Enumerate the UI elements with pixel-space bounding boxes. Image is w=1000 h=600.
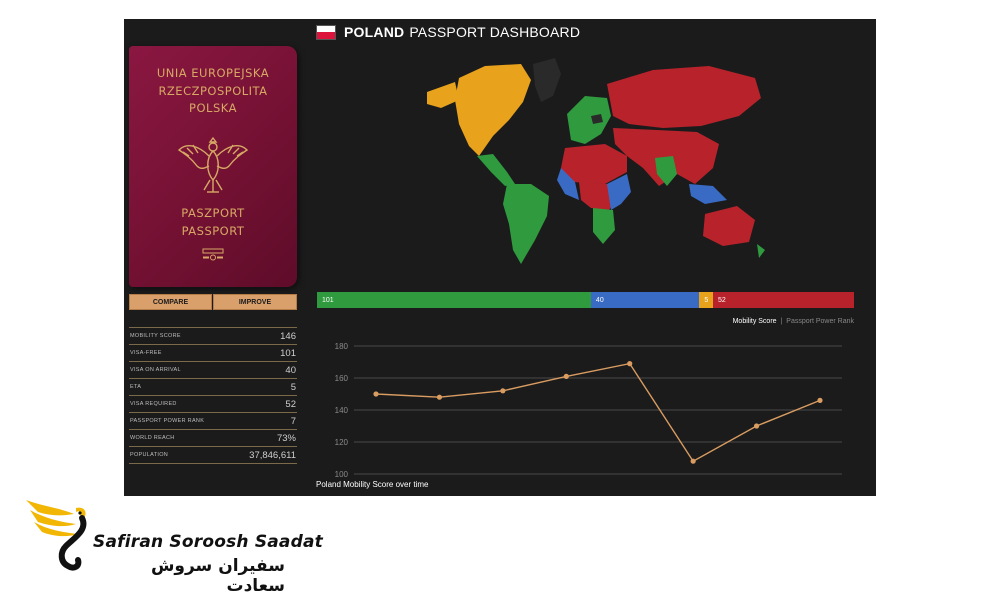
map-region-greenland[interactable] bbox=[533, 58, 561, 102]
stat-label: POPULATION bbox=[130, 452, 169, 458]
data-point bbox=[753, 423, 760, 429]
stat-label: PASSPORT POWER RANK bbox=[130, 418, 205, 424]
data-point bbox=[436, 394, 443, 400]
map-region-south-america[interactable] bbox=[503, 184, 549, 264]
map-region-southern-africa[interactable] bbox=[593, 208, 615, 244]
eagle-emblem-icon bbox=[177, 136, 249, 193]
stat-label: VISA ON ARRIVAL bbox=[130, 367, 181, 373]
data-point bbox=[690, 458, 696, 464]
stat-label: VISA REQUIRED bbox=[130, 401, 177, 407]
biometric-chip-icon bbox=[202, 248, 224, 261]
map-region-poland-home[interactable] bbox=[591, 114, 603, 124]
map-region-russia[interactable] bbox=[607, 66, 761, 128]
breakdown-segment[interactable]: 52 bbox=[712, 292, 854, 308]
y-tick-label: 120 bbox=[335, 438, 349, 447]
stat-row-visa-free: VISA-FREE 101 bbox=[129, 345, 297, 362]
map-region-east-africa[interactable] bbox=[607, 174, 631, 210]
map-region-australia[interactable] bbox=[703, 206, 755, 246]
passport-dashboard: POLAND PASSPORT DASHBOARD UNIA EUROPEJSK… bbox=[124, 19, 876, 496]
legend-mobility-score[interactable]: Mobility Score bbox=[732, 318, 777, 325]
map-region-central-america[interactable] bbox=[477, 154, 515, 186]
brand-name-english: Safiran Soroosh Saadat bbox=[93, 532, 323, 552]
compare-button[interactable]: COMPARE bbox=[129, 294, 212, 310]
chart-caption: Poland Mobility Score over time bbox=[316, 480, 429, 489]
map-region-north-africa[interactable] bbox=[561, 144, 627, 184]
stat-value: 52 bbox=[285, 398, 296, 410]
map-region-southeast-asia[interactable] bbox=[689, 184, 727, 204]
breakdown-segment[interactable]: 40 bbox=[590, 292, 700, 308]
data-point bbox=[500, 388, 506, 394]
stat-label: ETA bbox=[130, 384, 142, 390]
stat-value: 101 bbox=[280, 347, 296, 359]
stat-row-passport-power-rank: PASSPORT POWER RANK 7 bbox=[129, 413, 297, 430]
y-tick-label: 100 bbox=[335, 470, 349, 479]
stat-value: 7 bbox=[290, 415, 296, 427]
stats-table: MOBILITY SCORE 146 VISA-FREE 101 VISA ON A… bbox=[129, 327, 297, 464]
improve-button[interactable]: IMPROVE bbox=[213, 294, 297, 310]
breakdown-segment-label: 101 bbox=[322, 296, 334, 304]
brand-name-persian: سفیران سروش سعادت bbox=[150, 556, 285, 596]
passport-line: PASZPORT bbox=[181, 206, 245, 220]
breakdown-segment[interactable]: 101 bbox=[317, 292, 591, 308]
poland-flag-icon bbox=[316, 24, 336, 40]
y-tick-label: 160 bbox=[335, 374, 349, 383]
data-point bbox=[373, 391, 379, 397]
stat-row-population: POPULATION 37,846,611 bbox=[129, 447, 297, 464]
series-line bbox=[375, 362, 821, 463]
breakdown-segment-label: 5 bbox=[704, 296, 709, 304]
breakdown-segment-label: 40 bbox=[595, 296, 604, 304]
data-point bbox=[817, 397, 823, 403]
stat-value: 73% bbox=[276, 432, 296, 444]
breakdown-segment-label: 52 bbox=[717, 296, 726, 304]
passport-line: POLSKA bbox=[189, 101, 237, 115]
stat-value: 5 bbox=[290, 381, 296, 393]
passport-line: RZECZPOSPOLITA bbox=[158, 84, 268, 98]
legend-separator: | bbox=[780, 318, 783, 325]
passport-cover-image: UNIA EUROPEJSKA RZECZPOSPOLITA POLSKA PA… bbox=[129, 46, 297, 287]
passport-line: UNIA EUROPEJSKA bbox=[156, 66, 270, 80]
data-point bbox=[627, 361, 633, 367]
world-visa-map[interactable] bbox=[309, 44, 769, 284]
y-tick-label: 180 bbox=[335, 342, 349, 351]
map-region-north-america[interactable] bbox=[455, 64, 531, 156]
chart-legend: Mobility Score | Passport Power Rank bbox=[614, 318, 854, 325]
data-point bbox=[563, 373, 569, 379]
passport-line: PASSPORT bbox=[181, 224, 245, 238]
legend-passport-power-rank[interactable]: Passport Power Rank bbox=[786, 318, 854, 325]
breakdown-segment[interactable]: 5 bbox=[699, 292, 713, 308]
dashboard-title-text: PASSPORT DASHBOARD bbox=[409, 24, 581, 40]
map-region-europe[interactable] bbox=[567, 96, 611, 144]
stat-label: MOBILITY SCORE bbox=[130, 333, 181, 339]
stat-value: 40 bbox=[285, 364, 296, 376]
stat-row-visa-required: VISA REQUIRED 52 bbox=[129, 396, 297, 413]
visa-breakdown-bar: 101 40 5 52 bbox=[317, 292, 854, 308]
y-tick-label: 140 bbox=[335, 406, 349, 415]
stat-row-visa-on-arrival: VISA ON ARRIVAL 40 bbox=[129, 362, 297, 379]
stat-row-eta: ETA 5 bbox=[129, 379, 297, 396]
country-name: POLAND bbox=[344, 24, 405, 40]
stat-label: WORLD REACH bbox=[130, 435, 175, 441]
map-region-new-zealand[interactable] bbox=[757, 244, 765, 258]
swan-logo-icon bbox=[26, 500, 87, 571]
map-region-alaska[interactable] bbox=[427, 82, 459, 108]
map-region-west-africa[interactable] bbox=[557, 168, 579, 200]
stat-value: 146 bbox=[280, 330, 296, 342]
stat-value: 37,846,611 bbox=[249, 449, 296, 461]
mobility-score-chart: 10012014016018020192018201720192019Covid… bbox=[335, 342, 842, 479]
stat-row-mobility-score: MOBILITY SCORE 146 bbox=[129, 328, 297, 345]
map-region-south-asia[interactable] bbox=[655, 156, 677, 186]
stat-label: VISA-FREE bbox=[130, 350, 162, 356]
stat-row-world-reach: WORLD REACH 73% bbox=[129, 430, 297, 447]
dashboard-title: POLAND PASSPORT DASHBOARD bbox=[316, 23, 580, 41]
